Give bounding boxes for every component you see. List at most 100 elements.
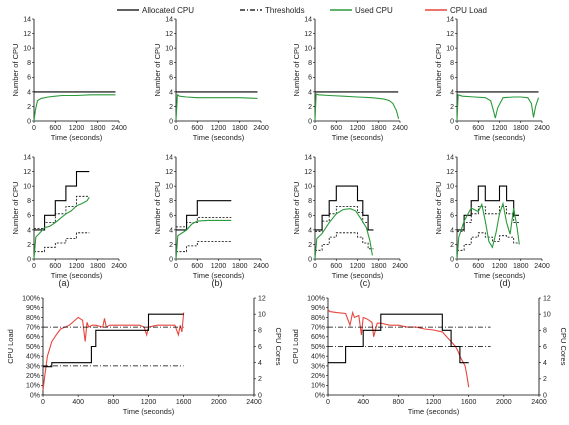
y-tick-label: 6 xyxy=(27,213,31,220)
y-tick-label: 10 xyxy=(23,46,31,53)
y-tick-label: 12 xyxy=(446,31,454,38)
y-tick-label: 100% xyxy=(307,295,325,302)
y-tick-label: 4 xyxy=(450,227,454,234)
y-tick-label: 6 xyxy=(169,75,173,82)
series-used-cpu xyxy=(456,201,520,260)
y-tick-label: 40% xyxy=(311,354,325,361)
x-tick-label: 1200 xyxy=(69,263,85,270)
series-allocated-cpu xyxy=(43,313,184,368)
y-tick-label: 40% xyxy=(26,354,40,361)
legend-label-thresholds: Thresholds xyxy=(265,6,305,15)
y-tick-label: 2 xyxy=(450,242,454,249)
y-tick-label: 0 xyxy=(450,118,454,125)
y-tick-label: 50% xyxy=(26,344,40,351)
y-axis-label: Number of CPU xyxy=(434,182,443,235)
x-tick-label: 1800 xyxy=(232,263,248,270)
x-tick-label: 2400 xyxy=(531,399,547,406)
y-tick-label: 4 xyxy=(308,89,312,96)
y-tick-label: 100% xyxy=(22,295,40,302)
series-cpu-load xyxy=(42,312,185,391)
series-thresholds xyxy=(176,217,232,228)
y-tick-label: 70% xyxy=(26,325,40,332)
y-tick-label: 14 xyxy=(23,154,31,161)
y-tick-label: 8 xyxy=(450,60,454,67)
y-tick-label: 70% xyxy=(311,325,325,332)
x-tick-label: 1200 xyxy=(69,125,85,132)
y-tick-label: 4 xyxy=(169,89,173,96)
y-tick-label: 20% xyxy=(311,373,325,380)
y-tick-label: 2 xyxy=(169,104,173,111)
x-tick-label: 600 xyxy=(191,125,203,132)
series-thresholds xyxy=(315,232,374,251)
legend-label-used: Used CPU xyxy=(355,6,393,15)
x-tick-label: 0 xyxy=(313,125,317,132)
x-tick-label: 1200 xyxy=(492,125,508,132)
legend-entry-allocated: Allocated CPU xyxy=(117,6,194,15)
x-tick-label: 1600 xyxy=(176,399,192,406)
y2-tick-label: 4 xyxy=(543,360,547,367)
x-tick-label: 2400 xyxy=(111,263,127,270)
x-tick-label: 600 xyxy=(330,263,342,270)
y-tick-label: 8 xyxy=(169,60,173,67)
y-tick-label: 12 xyxy=(23,169,31,176)
y2-axis-label: CPU Cores xyxy=(274,328,283,366)
y2-tick-label: 2 xyxy=(258,376,262,383)
y-tick-label: 14 xyxy=(304,154,312,161)
y-tick-label: 14 xyxy=(304,16,312,23)
x-tick-label: 600 xyxy=(330,125,342,132)
x-tick-label: 2400 xyxy=(253,263,269,270)
y-axis-label: CPU Load xyxy=(6,329,15,364)
x-tick-label: 2400 xyxy=(253,125,269,132)
x-tick-label: 0 xyxy=(313,263,317,270)
x-tick-label: 600 xyxy=(191,263,203,270)
y-tick-label: 90% xyxy=(311,305,325,312)
y-tick-label: 14 xyxy=(23,16,31,23)
chart-2: 0 600 1200 1800 2400 0 2 4 6 8 10 12 14 Time (seconds… xyxy=(153,16,269,142)
x-tick-label: 800 xyxy=(107,399,119,406)
y-axis-label: Number of CPU xyxy=(292,182,301,235)
x-tick-label: 2400 xyxy=(392,125,408,132)
x-tick-label: 1200 xyxy=(211,263,227,270)
x-tick-label: 400 xyxy=(357,399,369,406)
x-tick-label: 0 xyxy=(326,399,330,406)
y-tick-label: 2 xyxy=(27,242,31,249)
series-allocated-cpu xyxy=(176,200,232,231)
series-allocated-cpu xyxy=(457,185,519,231)
series-used-cpu xyxy=(33,196,90,260)
x-tick-label: 1200 xyxy=(211,125,227,132)
x-tick-label: 2400 xyxy=(534,125,550,132)
x-tick-label: 1800 xyxy=(513,125,529,132)
chart-8: 0 600 1200 1800 2400 0 2 4 6 8 10 12 14 Time (seconds… xyxy=(434,154,550,280)
x-tick-label: 1200 xyxy=(141,399,157,406)
x-tick-label: 2400 xyxy=(392,263,408,270)
y-axis-label: Number of CPU xyxy=(153,182,162,235)
y-tick-label: 0 xyxy=(308,256,312,263)
series-allocated-cpu xyxy=(315,185,374,231)
y-tick-label: 12 xyxy=(446,169,454,176)
chart-10: 0 400 800 1200 1600 2000 2400 0% 10% 20% 30% 40% 50%… xyxy=(291,295,568,416)
y-tick-label: 6 xyxy=(450,213,454,220)
y-tick-label: 0 xyxy=(27,118,31,125)
x-tick-label: 600 xyxy=(472,125,484,132)
x-axis-label: Time (seconds) xyxy=(51,271,103,280)
y-tick-label: 30% xyxy=(26,363,40,370)
x-tick-label: 600 xyxy=(49,125,61,132)
series-cpu-load xyxy=(327,309,470,388)
y-tick-label: 10 xyxy=(304,46,312,53)
series-used-cpu xyxy=(314,208,373,260)
x-tick-label: 1200 xyxy=(350,263,366,270)
y-tick-label: 14 xyxy=(446,16,454,23)
y-tick-label: 20% xyxy=(26,373,40,380)
x-tick-label: 0 xyxy=(455,263,459,270)
y-tick-label: 80% xyxy=(311,315,325,322)
y-tick-label: 0 xyxy=(27,256,31,263)
y-tick-label: 90% xyxy=(26,305,40,312)
x-axis-label: Time (seconds) xyxy=(474,271,526,280)
x-tick-label: 600 xyxy=(472,263,484,270)
y-tick-label: 12 xyxy=(23,31,31,38)
y-tick-label: 6 xyxy=(169,213,173,220)
x-tick-label: 800 xyxy=(392,399,404,406)
x-axis-label: Time (seconds) xyxy=(474,133,526,142)
x-axis-label: Time (seconds) xyxy=(193,271,245,280)
